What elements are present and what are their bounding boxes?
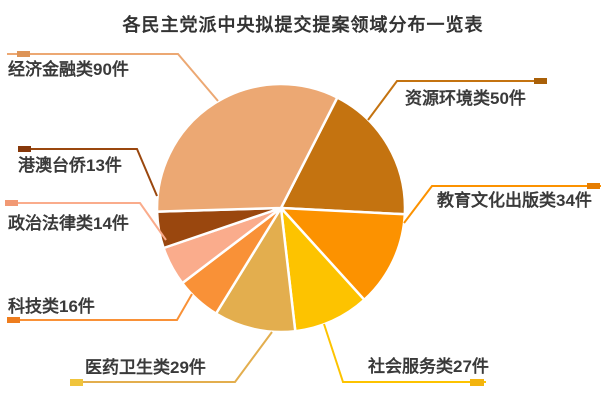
label-marker-square (534, 78, 547, 84)
pie-slice (279, 206, 407, 302)
label-leader-line (7, 293, 193, 321)
slice-label: 港澳台侨13件 (18, 156, 122, 175)
slice-label: 政治法律类14件 (8, 214, 129, 233)
slice-label: 医药卫生类29件 (85, 358, 206, 377)
label-marker-square (5, 200, 18, 206)
pie-slice (279, 206, 366, 333)
pie-slice (214, 206, 297, 334)
slice-label: 社会服务类27件 (368, 357, 489, 376)
label-leader-line (18, 148, 158, 197)
slice-label: 资源环境类50件 (405, 89, 526, 108)
pie-slice (279, 96, 407, 216)
chart-title: 各民主党派中央拟提交提案领域分布一览表 (122, 15, 484, 35)
label-leader-line (403, 185, 601, 224)
label-marker-square (587, 183, 600, 189)
slice-label: 教育文化出版类34件 (437, 191, 592, 210)
label-marker-square (17, 51, 30, 57)
label-marker-square (18, 146, 31, 152)
pie-slice (155, 82, 339, 213)
label-leader-line (7, 53, 219, 102)
label-marker-square (470, 379, 484, 386)
label-marker-square (7, 317, 20, 323)
slice-label: 科技类16件 (8, 297, 95, 316)
label-leader-line (367, 80, 547, 121)
label-marker-square (70, 379, 83, 386)
slice-label: 经济金融类90件 (8, 60, 129, 79)
label-leader-line (323, 323, 486, 383)
label-leader-line (5, 202, 167, 241)
label-leader-line (70, 331, 273, 383)
